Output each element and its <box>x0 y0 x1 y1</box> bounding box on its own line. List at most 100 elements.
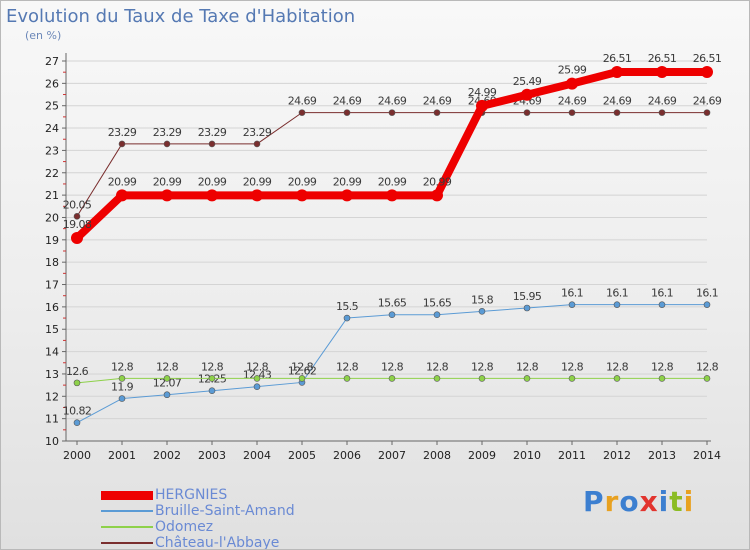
data-label: 25.49 <box>513 75 542 88</box>
x-tick-label: 2014 <box>693 449 721 462</box>
x-tick-label: 2007 <box>378 449 406 462</box>
legend-swatch <box>101 542 153 544</box>
proxiti-logo: Proxiti <box>583 485 694 518</box>
data-label: 20.99 <box>198 175 227 188</box>
y-tick-label: 21 <box>45 189 59 202</box>
chart-subtitle: (en %) <box>25 29 62 42</box>
data-point <box>73 213 81 220</box>
data-point <box>476 99 488 112</box>
data-label: 24.69 <box>693 95 722 108</box>
data-label: 20.99 <box>378 175 407 188</box>
data-label: 19.08 <box>63 218 92 231</box>
data-label: 24.69 <box>603 95 632 108</box>
x-tick-label: 2001 <box>108 449 136 462</box>
data-point <box>433 311 441 319</box>
data-point <box>703 109 711 116</box>
data-label: 25.99 <box>558 64 587 77</box>
data-point <box>611 65 623 78</box>
data-label: 20.99 <box>333 175 362 188</box>
data-label: 24.99 <box>468 86 497 99</box>
data-label: 12.6 <box>66 365 89 378</box>
data-label: 20.05 <box>63 198 92 211</box>
data-point <box>703 301 711 308</box>
data-label: 10.82 <box>63 405 92 418</box>
data-point <box>658 375 666 382</box>
data-label: 20.99 <box>153 175 182 188</box>
logo-letter: t <box>669 485 684 518</box>
legend-label: HERGNIES <box>155 487 228 503</box>
data-point <box>73 379 81 387</box>
data-point <box>251 189 263 202</box>
data-point <box>478 308 486 315</box>
y-tick-label: 26 <box>45 77 59 90</box>
y-tick-label: 19 <box>45 234 59 247</box>
data-label: 11.9 <box>111 381 134 394</box>
data-point <box>386 189 398 202</box>
data-point <box>343 109 351 116</box>
x-tick-label: 2004 <box>243 449 271 462</box>
data-label: 15.95 <box>513 290 542 303</box>
logo-letter: x <box>639 485 659 518</box>
data-label: 12.8 <box>426 360 449 373</box>
data-label: 24.69 <box>288 95 317 108</box>
data-point <box>73 419 81 426</box>
data-label: 20.99 <box>288 175 317 188</box>
data-label: 12.8 <box>156 360 179 373</box>
data-point <box>433 375 441 382</box>
x-tick-label: 2010 <box>513 449 541 462</box>
line-chart: 10 11 12 13 14 15 16 17 18 19 20 21 22 23 24 25 26 27 2000… <box>45 52 722 462</box>
data-point <box>478 375 486 382</box>
data-label: 23.29 <box>243 126 272 139</box>
series-hergnies: 19.08 20.99 20.99 20.99 20.99 20.99 20.99 20.99… <box>63 52 722 245</box>
data-label: 20.99 <box>243 175 272 188</box>
data-point <box>298 375 306 382</box>
data-label: 26.51 <box>648 52 677 65</box>
data-label: 24.69 <box>333 95 362 108</box>
data-point <box>208 375 216 382</box>
y-tick-label: 11 <box>45 413 59 426</box>
x-tick-label: 2002 <box>153 449 181 462</box>
data-point <box>701 65 713 78</box>
y-tick-label: 20 <box>45 211 59 224</box>
data-point <box>298 109 306 116</box>
data-point <box>521 88 533 101</box>
data-point <box>568 375 576 382</box>
y-tick-label: 17 <box>45 279 59 292</box>
y-tick-label: 18 <box>45 256 59 269</box>
data-point <box>388 109 396 116</box>
data-point <box>253 140 261 148</box>
y-tick-label: 23 <box>45 144 59 157</box>
data-label: 12.8 <box>291 360 314 373</box>
y-tick-label: 14 <box>45 346 59 359</box>
data-point <box>116 189 128 202</box>
data-point <box>658 109 666 116</box>
data-label: 20.99 <box>108 175 137 188</box>
data-point <box>523 375 531 382</box>
y-tick-label: 10 <box>45 435 59 448</box>
legend-label: Château-l'Abbaye <box>155 535 280 550</box>
data-label: 16.1 <box>696 287 718 300</box>
data-point <box>118 395 126 402</box>
data-label: 12.8 <box>696 360 719 373</box>
logo-letter: i <box>658 485 670 518</box>
series-odomez: 12.6 12.8 12.8 12.8 12.8 12.8 12.8 12.8 12.8 12.8… <box>66 360 719 387</box>
data-label: 12.8 <box>201 360 224 373</box>
data-label: 12.8 <box>471 360 494 373</box>
data-label: 15.5 <box>336 300 359 313</box>
logo-letter: i <box>683 485 695 518</box>
data-label: 15.65 <box>378 297 407 310</box>
data-point <box>296 189 308 202</box>
x-tick-label: 2003 <box>198 449 226 462</box>
series-bruille-saint-amand: 10.8211.912.0712.2512.4312.6215.515.6515… <box>63 287 719 426</box>
data-point <box>163 140 171 148</box>
data-label: 24.69 <box>378 95 407 108</box>
legend-swatch <box>101 491 153 500</box>
y-tick-label: 12 <box>45 390 59 403</box>
data-label: 23.29 <box>153 126 182 139</box>
data-label: 12.8 <box>111 360 134 373</box>
data-point <box>431 189 443 202</box>
data-label: 12.8 <box>336 360 359 373</box>
x-tick-label: 2005 <box>288 449 316 462</box>
y-tick-label: 13 <box>45 368 59 381</box>
data-label: 26.51 <box>693 52 722 65</box>
